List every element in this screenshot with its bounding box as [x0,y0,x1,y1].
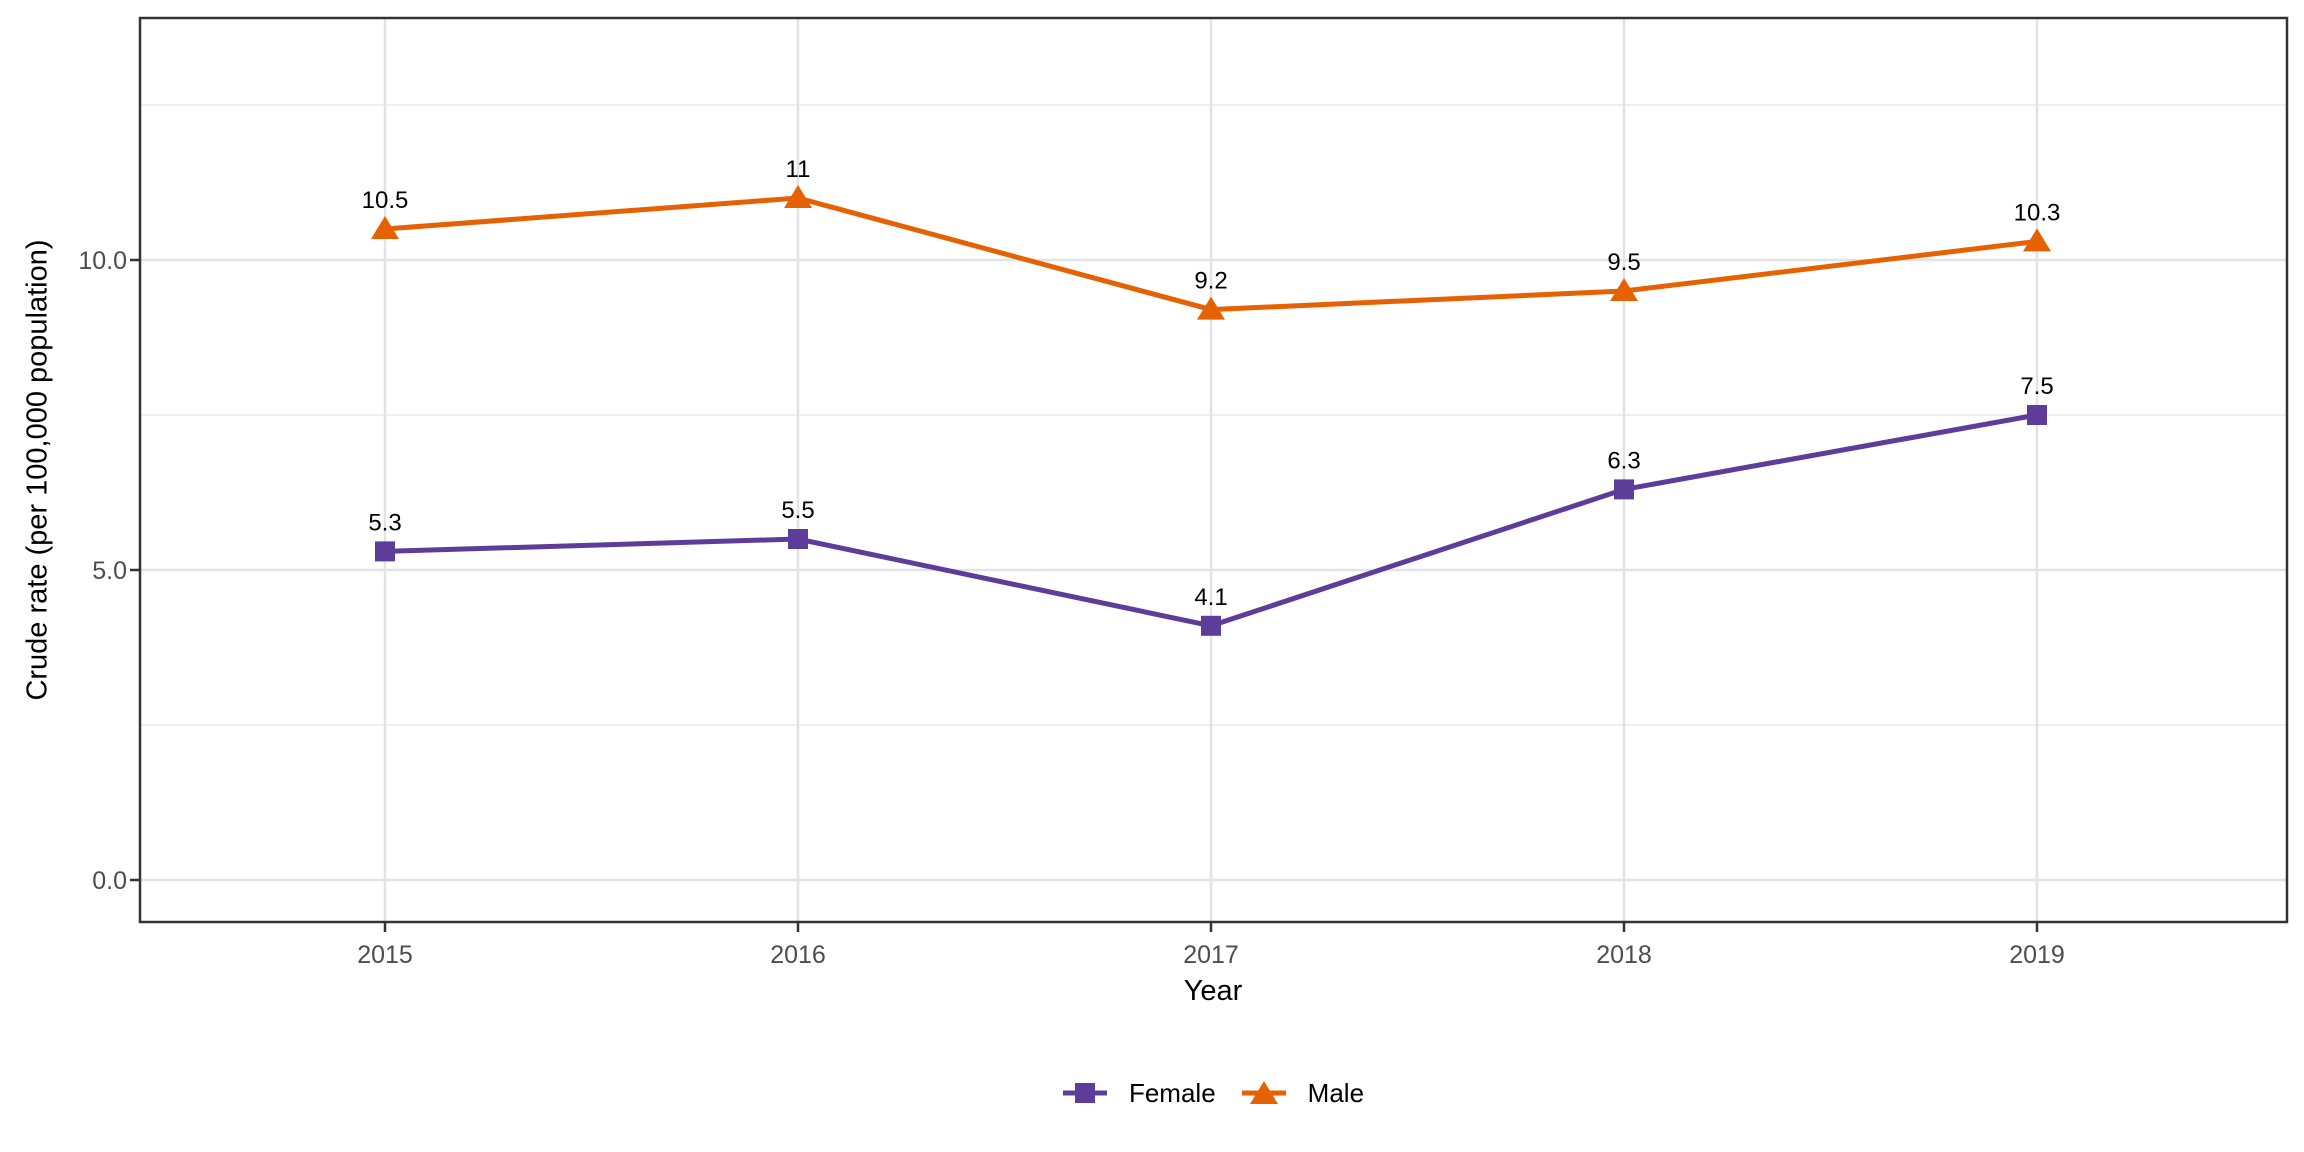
data-point-female [375,541,395,562]
data-point-male [371,216,399,239]
x-tick-label: 2018 [1596,941,1652,969]
data-point-label: 5.3 [368,509,401,536]
data-point-label: 10.5 [362,187,409,214]
data-point-male [2023,228,2051,252]
x-tick-label: 2015 [357,941,413,969]
data-point-label: 10.3 [2014,199,2061,226]
data-point-label: 11 [786,156,811,183]
data-point-label: 6.3 [1607,447,1640,474]
legend-triangle-marker-icon [1241,1078,1286,1108]
x-axis-title: Year [1183,975,1243,1007]
data-point-label: 9.5 [1607,249,1640,276]
legend-label-male: Male [1307,1077,1365,1108]
data-point-male [784,185,812,208]
data-point-male [1197,296,1225,320]
y-tick-label: 5.0 [92,557,127,585]
chart-legend: Female Male [140,1066,2287,1120]
data-point-label: 9.2 [1194,268,1227,295]
y-axis-title: Crude rate (per 100,000 population) [21,239,54,701]
data-point-female [1201,615,1221,636]
y-tick-label: 0.0 [92,867,127,895]
panel-border [138,16,2289,924]
data-point-label: 4.1 [1194,584,1227,611]
x-tick-label: 2016 [770,941,826,969]
x-tick-label: 2017 [1183,941,1239,969]
y-tick-label: 10.0 [78,247,127,275]
legend-item-male: Male [1241,1077,1365,1109]
x-tick-label: 2019 [2009,941,2065,969]
data-point-label: 5.5 [781,497,814,524]
data-point-female [2027,405,2047,425]
data-point-label: 7.5 [2020,373,2053,400]
data-point-female [788,529,808,549]
data-point-female [1614,479,1634,500]
legend-square-marker-icon [1062,1078,1107,1108]
data-point-male [1610,278,1638,301]
legend-item-female: Female [1062,1077,1216,1109]
legend-label-female: Female [1128,1077,1216,1108]
